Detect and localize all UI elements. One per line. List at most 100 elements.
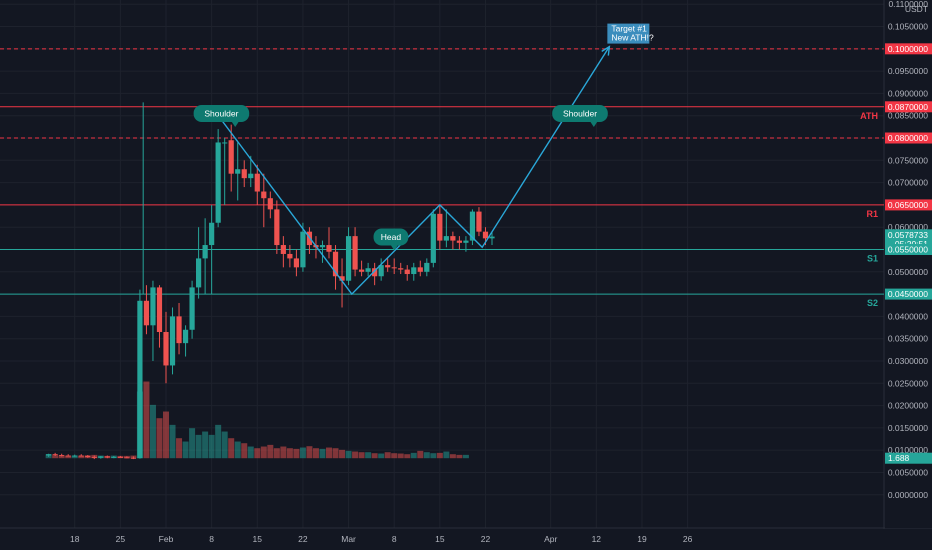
volume-bar xyxy=(286,448,293,459)
price-tick-label: 0.0400000 xyxy=(888,311,928,321)
volume-bar xyxy=(352,451,359,459)
volume-bar xyxy=(410,452,417,459)
price-tick-label: 0.1100000 xyxy=(888,0,928,9)
candle-body xyxy=(85,455,91,457)
target-box xyxy=(607,23,650,44)
volume-bar xyxy=(202,431,209,459)
volume-bar xyxy=(163,411,169,459)
candle-body xyxy=(65,455,71,457)
price-tag xyxy=(885,101,932,113)
annotation-bubble xyxy=(552,104,608,122)
candle-body xyxy=(150,287,156,326)
volume-bar xyxy=(326,447,332,459)
volume-bar xyxy=(319,448,326,459)
price-tag-label: 0.0550000 xyxy=(888,245,928,255)
candle-body xyxy=(196,258,202,288)
volume-bar xyxy=(430,453,437,459)
volume-bar xyxy=(397,453,404,459)
level-lines: ATH R1 S1 S2 xyxy=(0,48,884,308)
time-tick-label: Apr xyxy=(544,534,557,544)
time-tick-label: 8 xyxy=(209,534,214,544)
annotation-label: Head xyxy=(381,232,402,242)
pattern-arrowhead xyxy=(601,45,611,56)
candle-body xyxy=(91,456,97,458)
candle-body xyxy=(254,173,260,192)
volume-bar xyxy=(267,444,274,459)
candle-body xyxy=(326,245,332,252)
pattern-path xyxy=(211,45,611,296)
candle-body xyxy=(332,251,339,277)
volume-bar xyxy=(404,454,411,459)
time-tick-label: 8 xyxy=(392,534,397,544)
volume-bar xyxy=(312,448,319,459)
annotation-bubble xyxy=(373,228,409,246)
volume-bar xyxy=(391,453,398,459)
price-tag xyxy=(885,43,932,55)
volume-tag xyxy=(885,452,932,464)
annotation-label: Shoulder xyxy=(563,108,597,118)
candle-body xyxy=(443,236,449,241)
candle-body xyxy=(59,455,65,457)
candle-body xyxy=(274,209,280,246)
candle-body xyxy=(482,231,489,239)
candle-body xyxy=(46,454,52,456)
candle-body xyxy=(489,236,495,239)
price-tick-label: 0.0350000 xyxy=(888,334,928,344)
volume-bar xyxy=(339,449,346,459)
candle-body xyxy=(391,267,397,269)
volume-bar xyxy=(182,441,189,459)
volume-bar xyxy=(443,451,450,459)
price-tick-label: 0.0100000 xyxy=(888,445,928,455)
annotation-bubble xyxy=(193,104,250,122)
volume-bar xyxy=(208,434,215,459)
candle-body xyxy=(319,245,326,248)
price-tag-label: 0.0650000 xyxy=(888,200,928,210)
annotation-pointer xyxy=(589,120,598,127)
candle-body xyxy=(137,300,143,459)
time-tick-label: 22 xyxy=(481,534,491,544)
time-axis[interactable]: 18 25 Feb 8 15 22 Mar 8 15 22 Apr 12 19 26 xyxy=(0,529,932,550)
volume-bar xyxy=(456,454,463,459)
volume-bar xyxy=(384,452,391,459)
price-tick-label: 0.0250000 xyxy=(888,378,928,388)
volume-bar xyxy=(228,438,235,459)
volume-bar xyxy=(378,453,385,459)
candle-body xyxy=(228,140,234,174)
candle-body xyxy=(293,258,299,268)
candle-body xyxy=(130,457,136,459)
candle-body xyxy=(117,456,123,458)
price-tick-label: 0.0200000 xyxy=(888,401,928,411)
price-tick-label: 0.0950000 xyxy=(888,66,928,76)
price-axis-bg xyxy=(885,0,932,528)
candle-body xyxy=(300,231,306,268)
candle-body xyxy=(189,287,195,330)
price-tick-label: 0.0050000 xyxy=(888,467,928,477)
candle-body xyxy=(143,300,150,326)
candle-body xyxy=(104,456,110,458)
pattern-polyline xyxy=(211,46,610,296)
candle-body xyxy=(378,265,384,277)
candle-body xyxy=(372,268,378,277)
time-tick-label: 12 xyxy=(592,534,602,544)
candle-body xyxy=(156,287,163,332)
volume-bar xyxy=(52,455,59,459)
candle-body xyxy=(124,457,130,459)
candle-body xyxy=(202,245,208,259)
candle-body xyxy=(469,211,476,241)
price-tick-label: 0.1050000 xyxy=(888,22,928,32)
price-tick-label: 0.0750000 xyxy=(888,155,928,165)
target-label-2: New ATH!? xyxy=(611,33,654,43)
candle-body xyxy=(182,329,189,344)
volume-bar xyxy=(241,443,248,459)
candle-body xyxy=(163,332,169,366)
price-tag-label: 0.1000000 xyxy=(888,44,928,54)
candle-body xyxy=(365,268,371,272)
volume-bar xyxy=(221,431,228,459)
candle-body xyxy=(111,456,117,458)
price-tag-label: 0.0450000 xyxy=(888,289,928,299)
volume-bar xyxy=(143,381,150,459)
